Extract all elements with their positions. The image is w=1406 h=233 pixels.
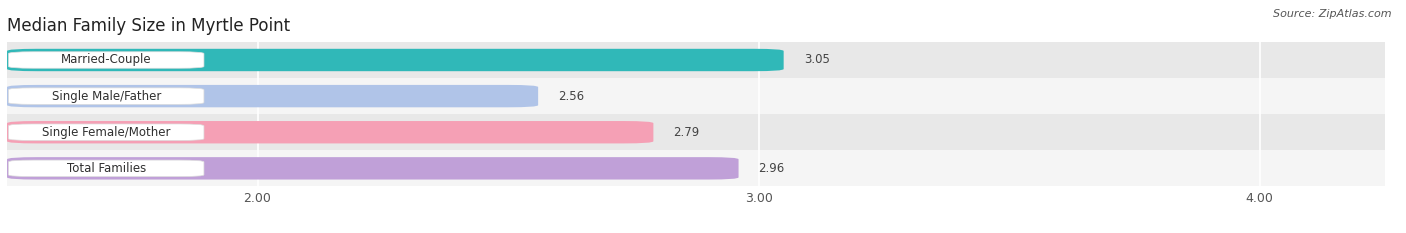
- Bar: [7, 78, 1385, 114]
- Bar: [7, 150, 1385, 186]
- FancyBboxPatch shape: [8, 88, 204, 104]
- FancyBboxPatch shape: [8, 160, 204, 177]
- FancyBboxPatch shape: [7, 121, 654, 144]
- Text: 2.96: 2.96: [759, 162, 785, 175]
- Text: Median Family Size in Myrtle Point: Median Family Size in Myrtle Point: [7, 17, 290, 35]
- Text: Single Male/Father: Single Male/Father: [52, 90, 160, 103]
- Text: Total Families: Total Families: [66, 162, 146, 175]
- Text: Source: ZipAtlas.com: Source: ZipAtlas.com: [1274, 9, 1392, 19]
- FancyBboxPatch shape: [7, 157, 738, 180]
- Text: Married-Couple: Married-Couple: [60, 54, 152, 66]
- Text: 2.56: 2.56: [558, 90, 585, 103]
- FancyBboxPatch shape: [7, 49, 783, 71]
- Text: Single Female/Mother: Single Female/Mother: [42, 126, 170, 139]
- Bar: [7, 42, 1385, 78]
- Bar: [7, 114, 1385, 150]
- Text: 3.05: 3.05: [804, 54, 830, 66]
- FancyBboxPatch shape: [8, 124, 204, 140]
- FancyBboxPatch shape: [8, 52, 204, 68]
- FancyBboxPatch shape: [7, 85, 538, 107]
- Text: 2.79: 2.79: [673, 126, 700, 139]
